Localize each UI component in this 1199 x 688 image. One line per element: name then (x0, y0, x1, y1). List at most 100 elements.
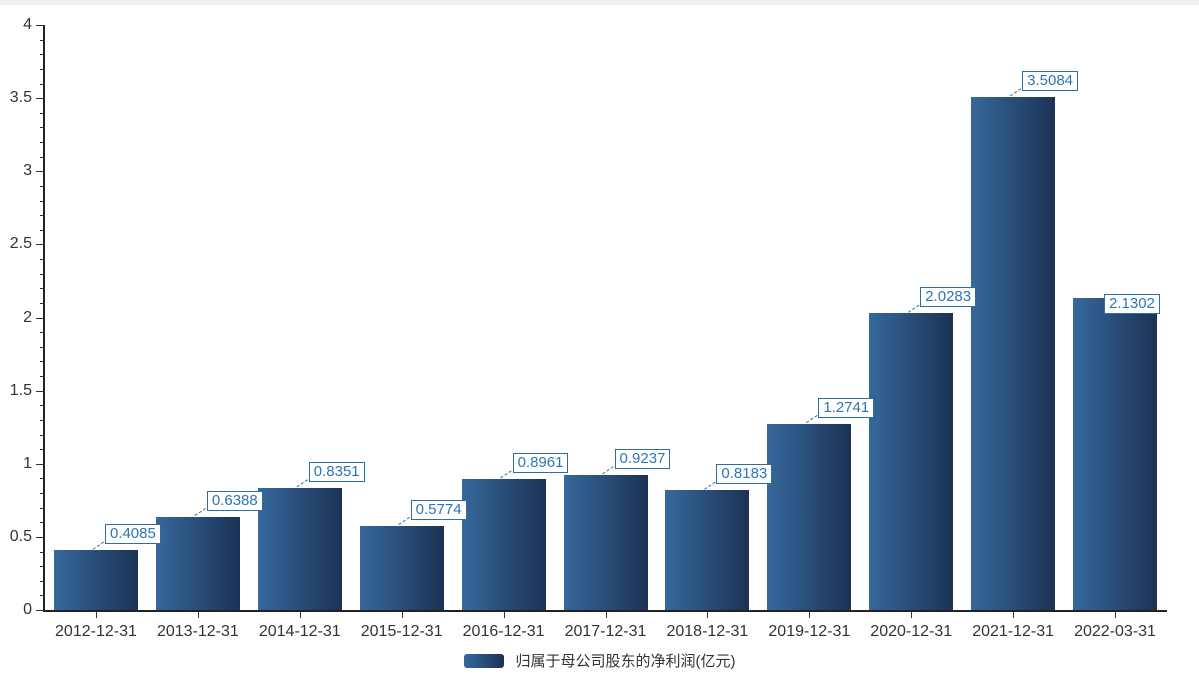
value-label-2020-12-31: 2.0283 (920, 287, 977, 308)
y-axis-tick-label: 1 (23, 454, 32, 472)
y-axis-tick (36, 463, 44, 465)
y-axis-tick (40, 215, 44, 217)
y-axis-tick (40, 434, 44, 436)
bar-2015-12-31[interactable] (359, 525, 444, 610)
y-axis-tick (40, 54, 44, 56)
y-axis-tick (40, 156, 44, 158)
callout-leader-line (1009, 87, 1023, 97)
y-axis-tick (36, 244, 44, 246)
value-label-2022-03-31: 2.1302 (1104, 294, 1160, 315)
y-axis-tick (40, 229, 44, 231)
y-axis-tick-label: 0.5 (9, 527, 32, 545)
y-axis-tick-label: 0 (23, 601, 32, 618)
value-label-2015-12-31: 0.5774 (410, 499, 467, 520)
y-axis-tick (36, 390, 44, 392)
x-axis-tick (605, 612, 607, 618)
y-axis-tick (40, 185, 44, 187)
x-axis-tick (299, 612, 301, 618)
legend[interactable]: 归属于母公司股东的净利润(亿元) (0, 650, 1199, 671)
y-axis-tick (40, 376, 44, 377)
x-axis-label-2013-12-31: 2013-12-31 (156, 623, 239, 640)
y-axis-tick (40, 566, 44, 568)
y-axis-tick (40, 595, 44, 597)
y-axis-line (43, 25, 45, 612)
y-axis-tick (40, 83, 44, 85)
bar-2021-12-31[interactable] (971, 96, 1056, 610)
y-axis-tick (36, 171, 44, 173)
y-axis-tick (36, 98, 44, 100)
y-axis-tick (40, 142, 44, 143)
callout-leader-line (92, 540, 106, 550)
y-axis-tick (40, 288, 44, 290)
y-axis-tick (40, 273, 44, 275)
y-axis-tick (40, 302, 44, 304)
callout-leader-line (806, 414, 819, 424)
y-axis-tick (36, 317, 44, 319)
y-axis-tick-label: 2 (23, 308, 32, 326)
bar-2019-12-31[interactable] (767, 423, 852, 610)
page-top-strip (0, 0, 1199, 5)
bar-2017-12-31[interactable] (563, 474, 648, 610)
y-axis-tick (40, 478, 44, 480)
y-axis-tick (36, 610, 44, 611)
callout-leader-line (398, 516, 411, 525)
legend-label[interactable]: 归属于母公司股东的净利润(亿元) (515, 653, 736, 670)
y-axis-tick (36, 25, 44, 26)
x-axis-label-2012-12-31: 2012-12-31 (55, 623, 137, 640)
y-axis-tick (40, 580, 44, 582)
value-label-2016-12-31: 0.8961 (512, 452, 569, 473)
y-axis-tick (40, 493, 44, 494)
y-axis-tick (40, 507, 44, 509)
y-axis-tick (40, 522, 44, 524)
y-axis-tick (36, 536, 44, 538)
y-axis-tick-label: 1.5 (9, 381, 32, 399)
callout-leader-line (907, 303, 921, 313)
bar-2012-12-31[interactable] (53, 550, 138, 610)
bar-2013-12-31[interactable] (155, 516, 240, 610)
x-axis-tick (809, 612, 811, 618)
y-axis-tick-label: 2.5 (9, 235, 32, 253)
x-axis-label-2019-12-31: 2019-12-31 (768, 623, 851, 640)
x-axis-label-2022-03-31: 2022-03-31 (1074, 623, 1156, 640)
value-label-2013-12-31: 0.6388 (206, 490, 263, 511)
x-axis-label-2017-12-31: 2017-12-31 (564, 623, 647, 640)
y-axis-tick-label: 4 (23, 16, 32, 33)
x-axis-label-2015-12-31: 2015-12-31 (360, 623, 443, 640)
bar-2022-03-31[interactable] (1073, 298, 1158, 610)
value-label-2021-12-31: 3.5084 (1022, 70, 1079, 91)
y-axis-tick (40, 68, 44, 70)
y-axis-tick (40, 346, 44, 348)
y-axis-tick (40, 259, 44, 260)
y-axis-tick (40, 332, 44, 334)
y-axis-tick (40, 419, 44, 421)
y-axis-tick-label: 3.5 (9, 89, 32, 107)
x-axis-label-2016-12-31: 2016-12-31 (462, 623, 545, 640)
bar-2018-12-31[interactable] (665, 490, 750, 610)
x-axis-tick (911, 612, 913, 618)
x-axis-tick (503, 612, 505, 618)
x-axis-label-2018-12-31: 2018-12-31 (666, 623, 749, 640)
y-axis-tick (40, 449, 44, 451)
value-label-2017-12-31: 0.9237 (614, 448, 671, 469)
bar-2020-12-31[interactable] (869, 313, 954, 610)
x-axis-label-2020-12-31: 2020-12-31 (870, 623, 953, 640)
callout-leader-line (296, 478, 310, 488)
bar-2014-12-31[interactable] (257, 487, 342, 610)
bar-2016-12-31[interactable] (461, 478, 546, 610)
x-axis-tick (1013, 612, 1015, 618)
value-label-2018-12-31: 0.8183 (716, 464, 773, 485)
x-axis-tick (1115, 612, 1117, 618)
callout-leader-line (500, 469, 513, 479)
callout-leader-line (602, 465, 615, 475)
x-axis-tick (707, 612, 709, 618)
x-axis-label-2021-12-31: 2021-12-31 (972, 623, 1055, 640)
y-axis-tick (40, 405, 44, 407)
x-axis-tick (197, 612, 199, 618)
value-label-2012-12-31: 0.4085 (104, 524, 161, 545)
y-axis-tick (40, 39, 44, 41)
y-axis-tick-label: 3 (23, 162, 32, 180)
y-axis-tick (40, 127, 44, 129)
x-axis-line (43, 610, 1167, 612)
legend-marker-icon[interactable] (463, 653, 504, 668)
